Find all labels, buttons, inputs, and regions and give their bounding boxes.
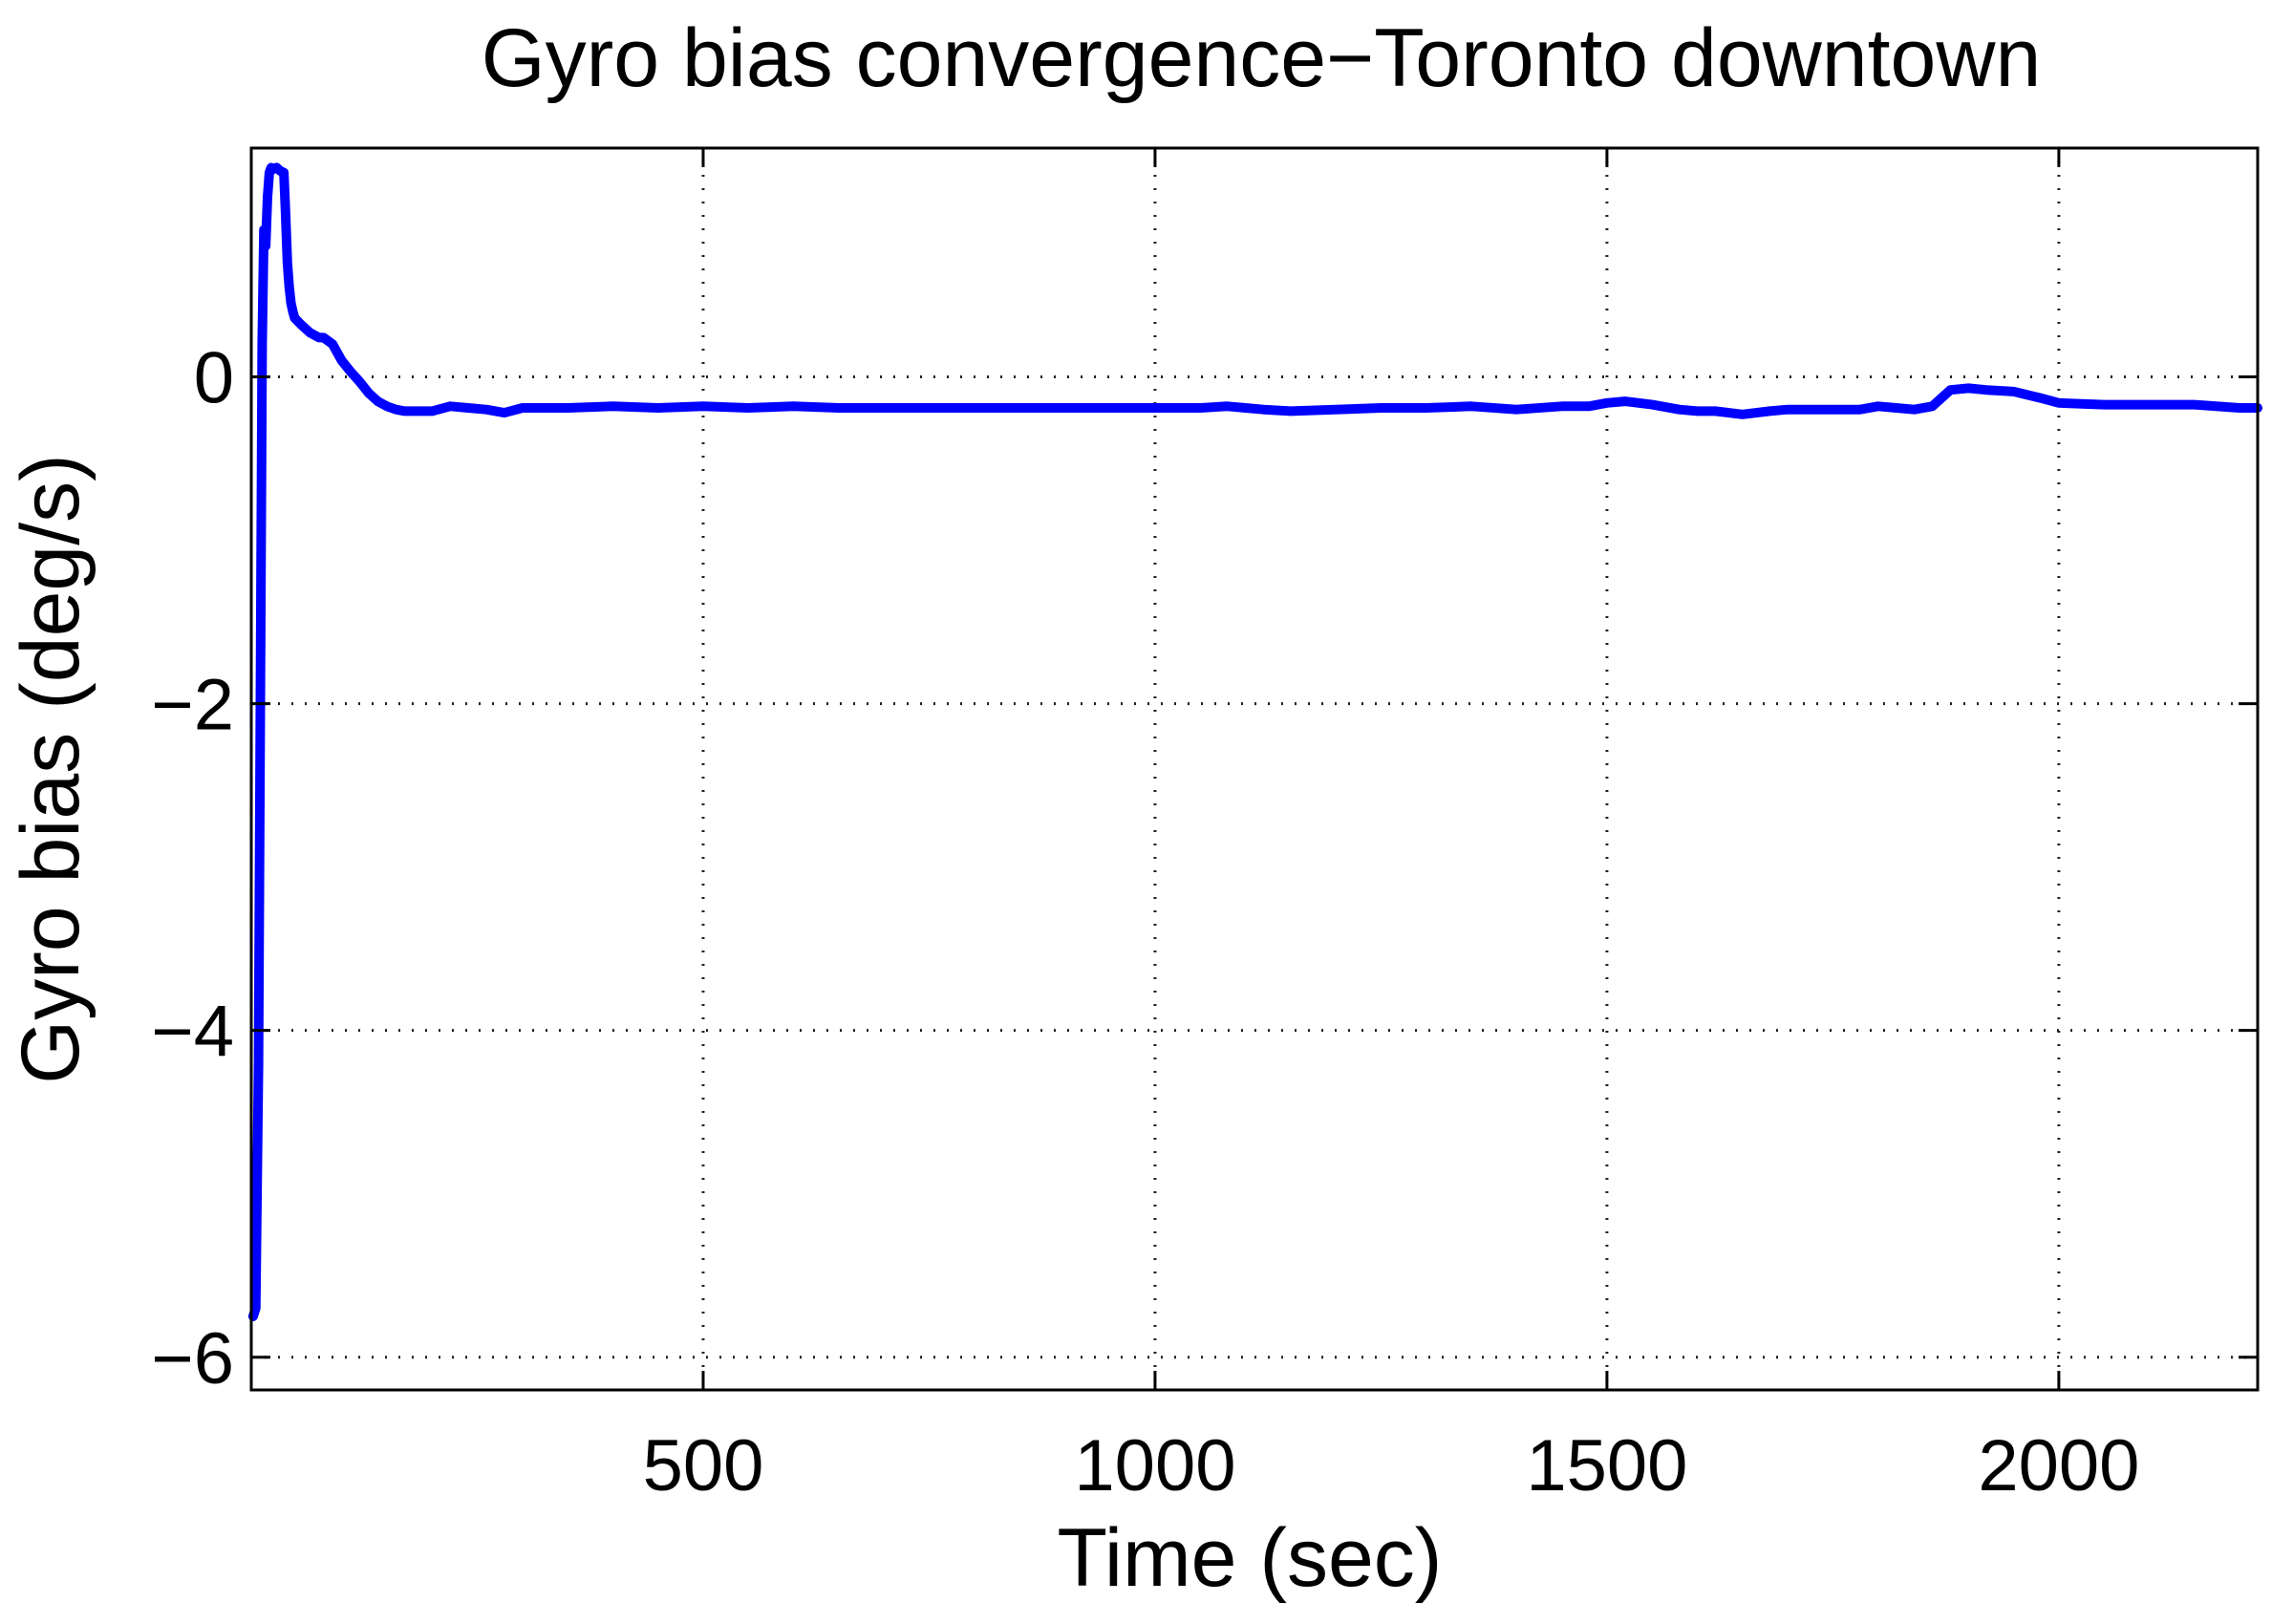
y-tick-label: 0: [194, 337, 234, 418]
y-tick-label: −6: [151, 1318, 234, 1400]
plot-frame: [249, 146, 2260, 1392]
y-tick-labels: 0 −2 −4 −6: [151, 337, 234, 1399]
x-tick-labels: 500 1000 1500 2000: [643, 1425, 2140, 1506]
series-layer: [247, 162, 2262, 1321]
chart-title: Gyro bias convergence−Toronto downtown: [482, 12, 2042, 104]
axis-ticks: [251, 148, 2258, 1390]
y-axis-label: Gyro bias (deg/s): [5, 454, 96, 1084]
grid-lines: [251, 148, 2258, 1390]
y-tick-label: −2: [151, 665, 234, 746]
x-axis-label: Time (sec): [1058, 1512, 1443, 1604]
x-tick-label: 500: [643, 1425, 764, 1506]
x-tick-label: 1000: [1074, 1425, 1235, 1506]
x-tick-label: 2000: [1978, 1425, 2139, 1506]
x-tick-label: 1500: [1526, 1425, 1687, 1506]
y-tick-label: −4: [151, 992, 234, 1073]
series-line: [247, 162, 2262, 1321]
